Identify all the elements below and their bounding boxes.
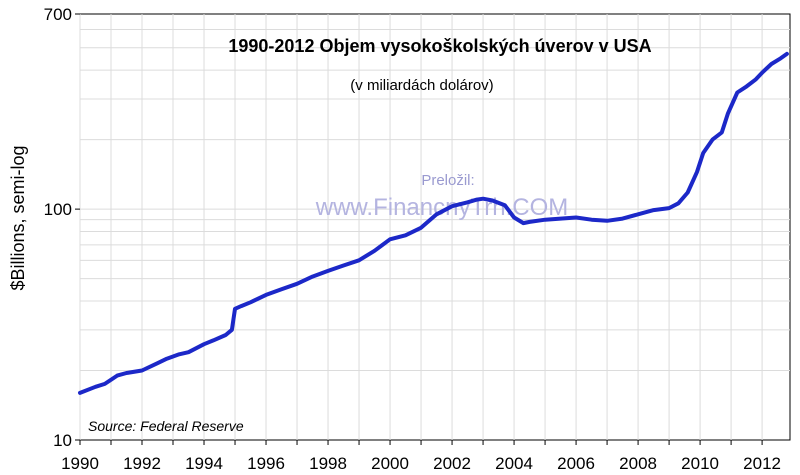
x-tick-label: 1992 [123, 454, 161, 473]
y-tick-label: 700 [44, 5, 72, 24]
tick-labels: 1990 1992 1994 1996 1998 2000 2002 2004 2006 2008… [44, 5, 781, 473]
x-tick-label: 1996 [247, 454, 285, 473]
x-tick-label: 2006 [557, 454, 595, 473]
y-tick-label: 10 [53, 431, 72, 450]
x-tick-label: 1990 [61, 454, 99, 473]
x-tick-label: 2008 [619, 454, 657, 473]
x-tick-label: 1994 [185, 454, 223, 473]
x-tick-label: 2010 [681, 454, 719, 473]
x-tick-label: 2004 [495, 454, 533, 473]
series-line [78, 51, 789, 395]
x-tick-label: 2000 [371, 454, 409, 473]
source-note: Source: Federal Reserve [88, 418, 244, 434]
y-axis-label: $Billions, semi-log [8, 145, 28, 290]
plot-area [79, 13, 791, 441]
y-tick-label: 100 [44, 200, 72, 219]
x-tick-label: 1998 [309, 454, 347, 473]
chart-subtitle: (v miliardách dolárov) [350, 77, 493, 94]
chart-title: 1990-2012 Objem vysokoškolských úverov v… [228, 36, 651, 56]
gridlines [79, 14, 790, 440]
x-tick-label: 2002 [433, 454, 471, 473]
watermark-url: www.FinancnyTrh.COM [315, 194, 569, 221]
watermark-top: Preložil: [421, 172, 474, 189]
x-tick-label: 2012 [743, 454, 781, 473]
